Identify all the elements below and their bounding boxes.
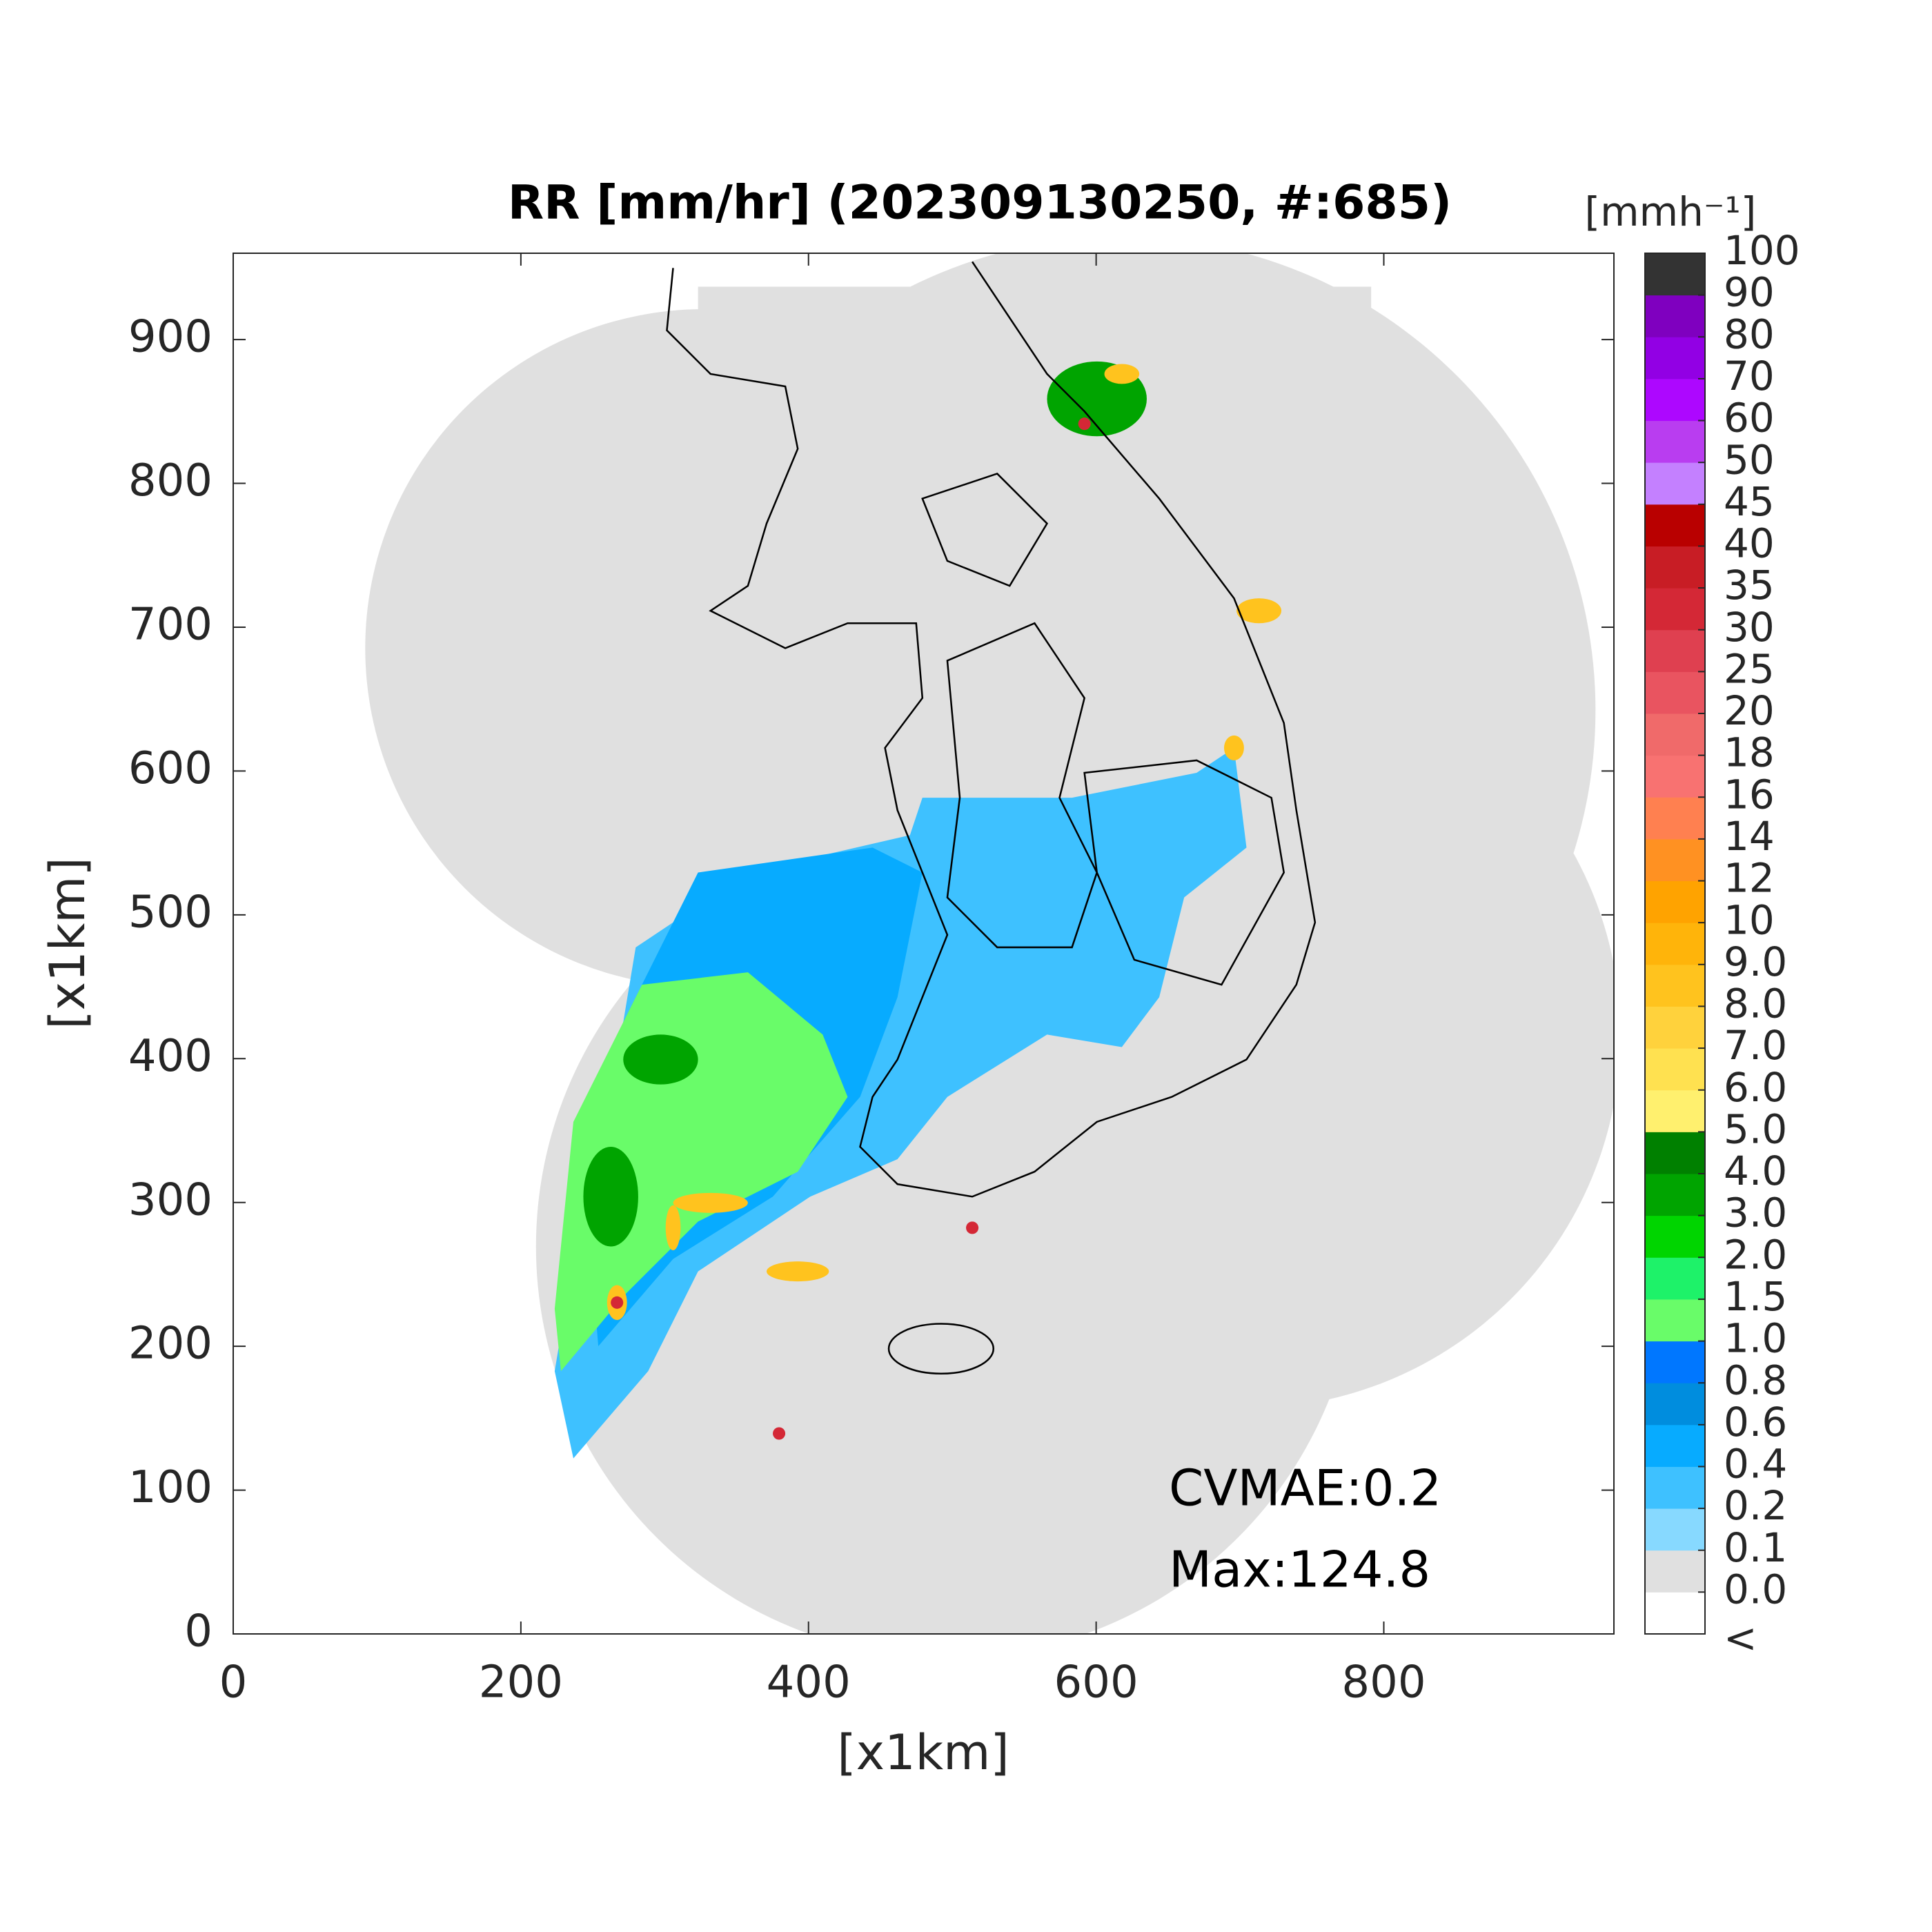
colorbar-tick-label: 12 [1724,855,1775,902]
colorbar-tick-label: 6.0 [1724,1064,1787,1111]
y-tick-label: 300 [128,1174,213,1225]
colorbar-tick-label: 1.0 [1724,1315,1787,1362]
colorbar-box [1645,671,1705,714]
colorbar-box [1645,1006,1705,1049]
colorbar-tick-label: 0.8 [1724,1357,1787,1403]
radar-field [365,253,1614,1634]
colorbar-box [1645,755,1705,798]
colorbar-box [1645,420,1705,463]
colorbar-tick-label: 70 [1724,353,1775,400]
colorbar-box [1645,1132,1705,1174]
colorbar-tick-label: 18 [1724,729,1775,776]
x-tick-label: 0 [219,1657,248,1708]
colorbar-tick-label: 100 [1724,227,1800,274]
y-tick-label: 500 [128,887,213,938]
colorbar-box [1645,1592,1705,1635]
y-tick-label: 900 [128,312,213,363]
colorbar-box [1645,1424,1705,1467]
colorbar-tick-label: 4.0 [1724,1147,1787,1194]
annotation: CVMAE:0.2 [1169,1459,1441,1517]
y-tick-label: 800 [128,455,213,506]
colorbar-box [1645,462,1705,505]
colorbar-tick-label: 9.0 [1724,938,1787,985]
colorbar-tick-label: 25 [1724,645,1775,692]
annotation: Max:124.8 [1169,1541,1430,1599]
colorbar-box [1645,838,1705,882]
y-axis-label: [x1km] [39,857,96,1029]
colorbar-tick-label: 30 [1724,604,1775,651]
colorbar-box [1645,923,1705,965]
x-axis-label: [x1km] [837,1724,1009,1781]
colorbar-box [1645,1383,1705,1426]
y-tick-label: 100 [128,1462,213,1513]
colorbar-tick-label: 45 [1724,478,1775,525]
colorbar-tick-label: 90 [1724,269,1775,316]
colorbar-box [1645,378,1705,422]
colorbar-box [1645,713,1705,756]
colorbar-box [1645,1048,1705,1091]
colorbar-tick-label: 0.6 [1724,1399,1787,1446]
colorbar-tick-label: 10 [1724,896,1775,943]
plot-frame [233,253,1615,1635]
x-tick-label: 800 [1341,1657,1426,1708]
x-tick-label: 600 [1054,1657,1138,1708]
colorbar-box [1645,797,1705,840]
colorbar-tick-label: 5.0 [1724,1105,1787,1152]
rain-heavy [554,972,848,1372]
y-tick-label: 200 [128,1319,213,1370]
colorbar-tick-label: 16 [1724,771,1775,818]
colorbar-label: [mmh⁻¹] [1585,188,1757,235]
colorbar-tick-label: 60 [1724,395,1775,442]
y-tick-label: 600 [128,743,213,794]
colorbar-box [1645,1090,1705,1132]
colorbar-frame [1644,253,1706,1635]
y-tick-label: 700 [128,600,213,651]
colorbar-box [1645,1550,1705,1593]
colorbar-tick-label: 0.4 [1724,1441,1787,1488]
colorbar-tick-label: 7.0 [1724,1022,1787,1069]
map-layer [365,253,1614,1634]
colorbar-tick-label: 3.0 [1724,1190,1787,1236]
colorbar-tick-label: 20 [1724,687,1775,734]
colorbar-tick-label: 2.0 [1724,1231,1787,1278]
y-tick-label: 0 [184,1606,213,1657]
colorbar-box [1645,1299,1705,1342]
coastline [666,261,1317,1375]
colorbar-box [1645,629,1705,672]
colorbar-box [1645,1174,1705,1216]
colorbar-box [1645,964,1705,1007]
colorbar-tick-label: 0.0 [1724,1566,1787,1613]
colorbar-box [1645,337,1705,379]
colorbar-tick-label: 1.5 [1724,1273,1787,1320]
colorbar-box [1645,1257,1705,1300]
colorbar-tick-label: 0.1 [1724,1524,1787,1571]
colorbar-box [1645,1466,1705,1509]
colorbar-box [1645,1215,1705,1258]
rain-core [607,364,1282,1321]
x-tick-label: 200 [479,1657,563,1708]
colorbar-tick-label: 40 [1724,520,1775,567]
colorbar-box [1645,1341,1705,1383]
colorbar-tick-label: 35 [1724,562,1775,609]
rain-peak [611,417,1091,1440]
colorbar-box [1645,253,1705,296]
colorbar-tick-label: 80 [1724,310,1775,357]
colorbar-tick-label: 50 [1724,436,1775,483]
colorbar-box [1645,1508,1705,1551]
colorbar-box [1645,588,1705,631]
y-tick-label: 400 [128,1031,213,1082]
colorbar-box [1645,880,1705,923]
colorbar-box [1645,546,1705,589]
colorbar-tick-label: 8.0 [1724,980,1787,1027]
colorbar-box [1645,504,1705,546]
chart-title: RR [mm/hr] (202309130250, #:685) [508,176,1452,230]
colorbar-tick-label: 0.2 [1724,1482,1787,1529]
colorbar-tick-label: 14 [1724,813,1775,860]
x-tick-label: 400 [767,1657,851,1708]
colorbar-tick-label: < [1724,1615,1757,1662]
colorbar-box [1645,295,1705,337]
